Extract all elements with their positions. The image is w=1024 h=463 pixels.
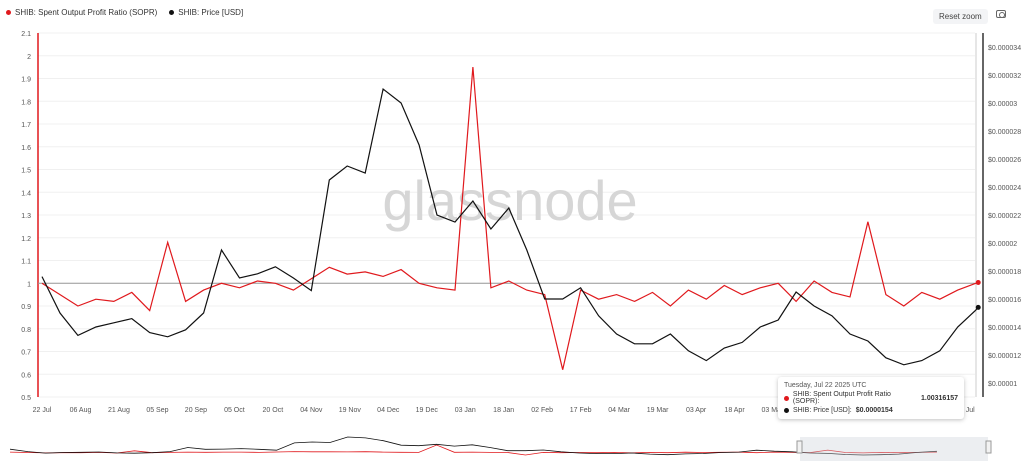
x-tick-label: 19 Nov [339,407,362,414]
x-tick-label: 03 Apr [686,407,707,414]
y-left-tick-label: 0.8 [21,327,31,334]
y-right-tick-label: $0.00003 [988,101,1017,108]
y-right-tick-label: $0.00002 [988,241,1017,248]
red-dot-icon [784,395,789,401]
x-tick-label: 19 Dec [416,407,439,414]
y-left-tick-label: 0.5 [21,395,31,402]
x-tick-label: 03 Jan [455,407,476,414]
watermark: glassnode [382,169,637,232]
y-right-tick-label: $0.000026 [988,157,1021,164]
legend-item-price[interactable]: SHIB: Price [USD] [169,8,243,17]
x-tick-label: 04 Nov [300,407,323,414]
reset-zoom-button[interactable]: Reset zoom [933,9,988,24]
black-dot-icon [784,408,789,413]
x-tick-label: 17 Jul [956,407,975,414]
y-right-tick-label: $0.000022 [988,213,1021,220]
tooltip-sopr-value: 1.00316157 [921,394,958,402]
y-left-tick-label: 1.7 [21,122,31,129]
y-left-tick-label: 2 [27,54,31,61]
y-left-tick-label: 1.4 [21,190,31,197]
legend-item-sopr[interactable]: SHIB: Spent Output Profit Ratio (SOPR) [6,8,157,17]
x-tick-label: 22 Jul [33,407,52,414]
tooltip-price-value: $0.0000154 [855,407,893,414]
navigator-handle-right[interactable] [985,440,992,454]
x-tick-label: 21 Aug [108,407,130,414]
y-left-tick-label: 1.5 [21,168,31,175]
x-tick-label: 18 Apr [724,407,745,414]
y-left-tick-label: 0.9 [21,304,31,311]
tooltip-date: Tuesday, Jul 22 2025 UTC [784,382,867,389]
y-left-tick-label: 2.1 [21,31,31,38]
x-tick-label: 19 Mar [647,407,669,414]
y-right-tick-label: $0.00001 [988,381,1017,388]
navigator-line [9,436,937,456]
x-tick-label: 20 Sep [185,407,207,414]
y-right-tick-label: $0.000028 [988,129,1021,136]
tooltip-price-label: SHIB: Price [USD]: [793,407,852,414]
y-left-tick-label: 1.1 [21,259,31,266]
y-left-tick-label: 1.8 [21,99,31,106]
x-tick-label: 02 Feb [531,407,553,414]
x-tick-label: 04 Dec [377,407,400,414]
black-dot-icon [169,10,175,15]
red-dot-icon [6,10,11,15]
x-tick-label: 18 Jan [493,407,514,414]
y-right-tick-label: $0.000032 [988,73,1021,80]
series-marker [975,304,981,310]
legend-label: SHIB: Spent Output Profit Ratio (SOPR) [15,8,158,17]
y-left-tick-label: 1 [27,281,31,288]
y-right-tick-label: $0.000024 [988,185,1021,192]
series-line-price [41,87,979,366]
navigator-selection [800,437,988,461]
x-tick-label: 20 Oct [263,407,284,414]
x-tick-label: 03 May [762,407,785,414]
y-left-tick-label: 1.2 [21,236,31,243]
tooltip-sopr-label: SHIB: Spent Output Profit Ratio (SOPR): [792,391,891,405]
x-tick-label: 06 Aug [70,407,92,414]
y-right-tick-label: $0.000034 [988,45,1021,52]
x-tick-label: 04 Mar [608,407,630,414]
legend: SHIB: Spent Output Profit Ratio (SOPR) S… [6,8,243,17]
series-marker [975,280,981,286]
y-left-tick-label: 0.7 [21,350,31,357]
x-tick-label: 05 Sep [146,407,168,414]
y-right-tick-label: $0.000018 [988,269,1021,276]
y-right-tick-label: $0.000014 [988,325,1021,332]
series-line-sopr [41,67,979,370]
legend-label: SHIB: Price [USD] [178,8,244,17]
y-left-tick-label: 1.6 [21,145,31,152]
navigator-handle-left[interactable] [796,440,803,454]
y-left-tick-label: 1.3 [21,213,31,220]
tooltip: Tuesday, Jul 22 2025 UTC SHIB: Spent Out… [778,377,964,419]
y-right-tick-label: $0.000012 [988,353,1021,360]
y-left-tick-label: 0.6 [21,372,31,379]
y-right-tick-label: $0.000016 [988,297,1021,304]
camera-icon[interactable] [996,10,1006,18]
y-left-tick-label: 1.9 [21,77,31,84]
navigator-line [9,444,937,456]
x-tick-label: 17 Feb [570,407,592,414]
x-tick-label: 05 Oct [224,407,245,414]
